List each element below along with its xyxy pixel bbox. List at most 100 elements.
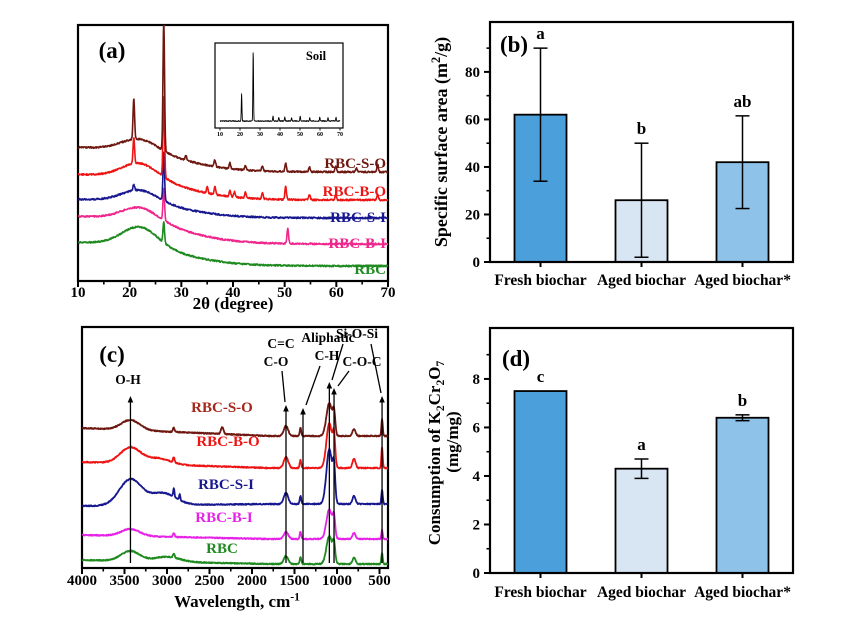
x-tick-label: 60 [329, 285, 344, 301]
annotation-leader-line [370, 343, 382, 394]
arrowhead-icon [326, 382, 333, 389]
x-tick-label: 40 [226, 285, 241, 301]
y-tick-label: 4 [473, 469, 481, 485]
x-tick-label: 4000 [67, 573, 97, 589]
inset-tick-label: 70 [337, 132, 343, 138]
series-curve-RBC-S-O [82, 402, 388, 438]
bar-fresh-biochar [513, 390, 568, 574]
x-tick-label: 500 [368, 573, 391, 589]
category-label: Fresh biochar [494, 584, 586, 601]
x-tick-label: 50 [277, 285, 292, 301]
band-label-COC: C-O-C [343, 354, 382, 369]
inset-tick-label: 60 [317, 132, 323, 138]
band-label-CH: C-H [315, 348, 340, 363]
series-label-RBC-S-O: RBC-S-O [324, 156, 386, 172]
category-label: Aged biochar* [694, 584, 791, 601]
y-tick-label: 40 [465, 160, 480, 176]
x-axis-title: 2θ (degree) [193, 294, 274, 313]
arrowhead-icon [331, 388, 337, 395]
axes-frame [488, 20, 795, 264]
significance-letter: a [536, 24, 545, 43]
inset-tick-label: 50 [297, 132, 303, 138]
band-label-Aliphatic: Aliphatic [301, 330, 354, 345]
arrowhead-icon [379, 396, 385, 403]
y-axis-title-line2: (mg/mg) [443, 411, 462, 472]
y-tick-label: 6 [473, 420, 481, 436]
annotation-leader-line [305, 365, 321, 406]
category-label: Fresh biochar [494, 272, 586, 289]
arrowhead-icon [283, 405, 289, 412]
arrowhead-icon [127, 396, 134, 403]
y-axis-title-line1: Consumption of K2Cr2O7 [425, 361, 447, 546]
band-label-CO: C-O [264, 354, 289, 369]
category-label: Aged biochar [597, 584, 686, 601]
series-label-RBC-B-I: RBC-B-I [195, 510, 253, 526]
panel-letter-d: (d) [502, 346, 530, 371]
series-curve-RBC [78, 221, 388, 268]
x-tick-label: 1000 [322, 573, 352, 589]
y-axis-title: Specific surface area (m2/g) [429, 37, 452, 247]
y-tick-label: 8 [473, 372, 481, 388]
series-label-RBC-B-I: RBC-B-I [328, 236, 386, 252]
bar-aged-biochar [614, 467, 669, 574]
significance-letter: b [738, 391, 747, 410]
series-curve-RBC-S-I [78, 151, 388, 220]
panel-letter-a: (a) [99, 38, 126, 63]
series-label-RBC: RBC [206, 541, 238, 557]
series-curve-RBC-S-O [78, 25, 388, 174]
axes-frame [80, 325, 390, 570]
y-tick-label: 0 [473, 255, 481, 271]
series-label-RBC-S-O: RBC-S-O [191, 400, 253, 416]
series-curve-RBC [82, 534, 388, 566]
inset-tick-label: 20 [237, 132, 243, 138]
bar-aged-biochar- [715, 416, 770, 574]
category-label: Aged biochar [597, 272, 686, 289]
axes-frame [488, 326, 795, 575]
annotation-leader-line [281, 370, 286, 403]
x-tick-label: 1500 [280, 573, 310, 589]
panel-a-spectra-chart: 10 20 30 40 50 60 70 2θ (degree) RBC RBC-B-I RBC-S… [71, 23, 396, 313]
series-curve-RBC-B-O [78, 96, 388, 202]
panel-letter-b: (b) [500, 32, 528, 57]
series-curve-RBC-S-I [82, 447, 388, 508]
inset-tick-label: 10 [217, 132, 223, 138]
significance-letter: a [637, 435, 646, 454]
series-label-RBC-B-O: RBC-B-O [196, 434, 259, 450]
panel-c-spectra-chart: 4000 3500 3000 2500 2000 1500 1000 500 Wavelengt… [67, 325, 391, 612]
inset-title: Soil [306, 49, 327, 63]
x-tick-label: 30 [174, 285, 189, 301]
significance-letter: c [537, 367, 545, 386]
y-tick-label: 0 [473, 566, 481, 582]
annotation-leader-line [337, 370, 350, 387]
inset-frame [214, 42, 344, 129]
x-tick-label: 2500 [195, 573, 225, 589]
inset-tick-label: 30 [257, 132, 263, 138]
series-curve-RBC-B-O [82, 422, 388, 470]
series-curve-RBC-B-I [78, 187, 388, 246]
significance-letter: b [637, 119, 646, 138]
series-curve-RBC-B-I [82, 508, 388, 541]
x-axis-title: Wavelength, cm-1 [174, 591, 300, 612]
inset-soil-curve [219, 52, 341, 122]
x-tick-label: 3500 [110, 573, 140, 589]
series-label-RBC-B-O: RBC-B-O [323, 184, 386, 200]
x-tick-label: 70 [381, 285, 396, 301]
x-tick-label: 2000 [237, 573, 267, 589]
x-tick-label: 3000 [152, 573, 182, 589]
category-label: Aged biochar* [694, 272, 791, 289]
panel-d-bar-chart: 0 2 4 6 8 c Fresh biochar a Aged biochar b Aged bi… [425, 326, 795, 601]
y-tick-label: 80 [465, 65, 480, 81]
panel-b-bar-chart: 0 20 40 60 80 a Fresh biochar b Aged biochar ab Ag… [429, 20, 795, 289]
inset-tick-label: 40 [277, 132, 283, 138]
series-label-RBC: RBC [354, 262, 386, 278]
y-tick-label: 2 [473, 517, 481, 533]
series-label-RBC-S-I: RBC-S-I [330, 210, 386, 226]
y-tick-label: 60 [465, 112, 480, 128]
y-tick-label: 20 [465, 207, 480, 223]
panel-letter-c: (c) [99, 342, 125, 367]
band-label-CC: C=C [267, 336, 294, 351]
arrowhead-icon [300, 408, 306, 415]
annotation-leader-line [331, 343, 344, 381]
x-tick-label: 20 [122, 285, 137, 301]
